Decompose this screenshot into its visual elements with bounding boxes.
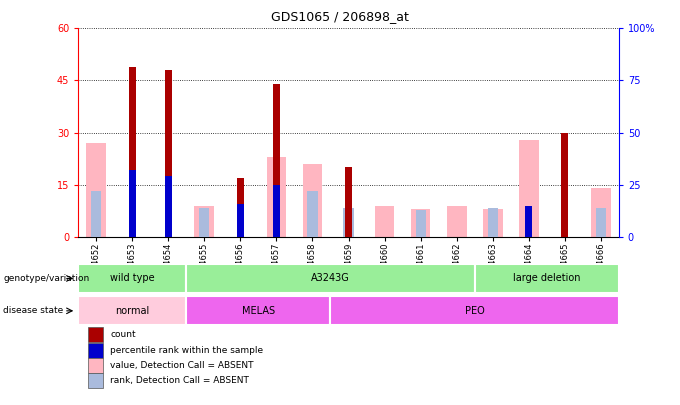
- Text: MELAS: MELAS: [242, 306, 275, 316]
- Bar: [267, 157, 286, 237]
- Text: PEO: PEO: [464, 306, 485, 316]
- Bar: [307, 191, 318, 237]
- Bar: [186, 264, 475, 293]
- Text: large deletion: large deletion: [513, 273, 581, 283]
- Bar: [591, 188, 611, 237]
- Bar: [519, 140, 539, 237]
- Bar: [411, 209, 430, 237]
- Bar: [78, 264, 186, 293]
- Bar: [78, 296, 186, 326]
- Bar: [165, 70, 171, 237]
- Text: wild type: wild type: [110, 273, 154, 283]
- Text: rank, Detection Call = ABSENT: rank, Detection Call = ABSENT: [110, 376, 249, 386]
- Bar: [86, 143, 106, 237]
- Bar: [330, 296, 619, 326]
- Bar: [237, 178, 243, 237]
- Bar: [526, 206, 532, 237]
- Text: normal: normal: [115, 306, 150, 316]
- Bar: [199, 208, 209, 237]
- Bar: [475, 264, 619, 293]
- Bar: [562, 133, 568, 237]
- Text: genotype/variation: genotype/variation: [3, 274, 90, 283]
- Bar: [88, 343, 103, 358]
- Bar: [88, 358, 103, 373]
- Text: GDS1065 / 206898_at: GDS1065 / 206898_at: [271, 10, 409, 23]
- Bar: [273, 84, 279, 237]
- Bar: [447, 206, 466, 237]
- Bar: [129, 170, 135, 237]
- Bar: [88, 373, 103, 388]
- Bar: [129, 66, 135, 237]
- Text: count: count: [110, 330, 136, 339]
- Bar: [375, 206, 394, 237]
- Bar: [165, 177, 171, 237]
- Bar: [88, 327, 103, 342]
- Text: A3243G: A3243G: [311, 273, 350, 283]
- Bar: [237, 204, 243, 237]
- Bar: [194, 206, 214, 237]
- Bar: [91, 191, 101, 237]
- Bar: [345, 167, 352, 237]
- Text: percentile rank within the sample: percentile rank within the sample: [110, 345, 263, 355]
- Text: value, Detection Call = ABSENT: value, Detection Call = ABSENT: [110, 361, 254, 370]
- Bar: [415, 210, 426, 237]
- Bar: [273, 185, 279, 237]
- Bar: [483, 209, 503, 237]
- Bar: [488, 208, 498, 237]
- Bar: [186, 296, 330, 326]
- Bar: [596, 208, 606, 237]
- Text: disease state: disease state: [3, 306, 64, 315]
- Bar: [303, 164, 322, 237]
- Bar: [343, 208, 354, 237]
